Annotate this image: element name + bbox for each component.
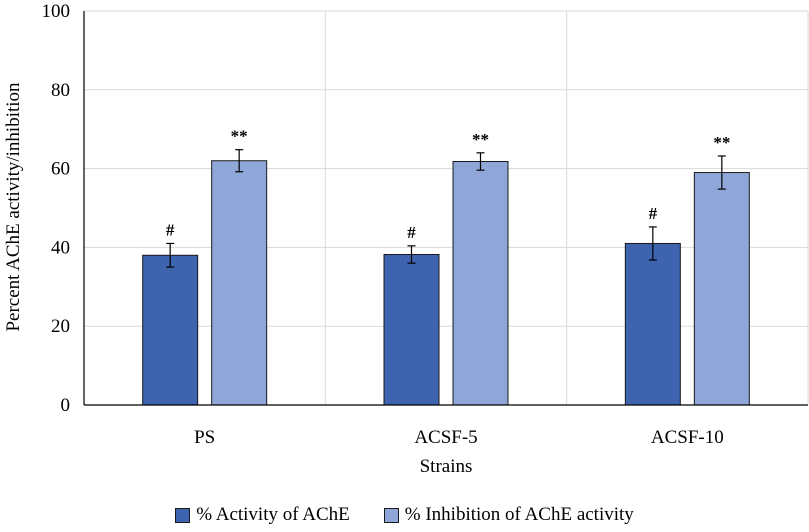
axes xyxy=(83,11,808,406)
significance-label: ** xyxy=(231,127,248,146)
y-tick-label: 40 xyxy=(51,237,70,258)
y-tick-label: 0 xyxy=(61,395,71,416)
gridlines xyxy=(84,10,809,405)
y-tick-label: 100 xyxy=(42,1,71,22)
legend-item-activity: % Activity of AChE xyxy=(175,504,350,526)
legend-label-inhibition: % Inhibition of AChE activity xyxy=(404,504,634,525)
bar-activity xyxy=(383,253,440,406)
legend-item-inhibition: % Inhibition of AChE activity xyxy=(383,504,634,526)
y-tick-label: 60 xyxy=(51,159,70,180)
legend: % Activity of AChE % Inhibition of AChE … xyxy=(0,504,809,526)
y-tick-labels: 0 20 40 60 80 100 xyxy=(42,1,71,416)
legend-label-activity: % Activity of AChE xyxy=(196,504,350,525)
x-category-label: ACSF-10 xyxy=(651,427,724,448)
x-category-label: ACSF-5 xyxy=(414,427,477,448)
bar-inhibition xyxy=(211,160,268,406)
bar-activity xyxy=(142,254,199,406)
bars xyxy=(142,160,750,406)
significance-label: # xyxy=(407,223,416,242)
significance-label: # xyxy=(649,204,658,223)
significance-label: # xyxy=(166,220,175,239)
x-category-labels: PS ACSF-5 ACSF-10 xyxy=(194,427,724,448)
bar-inhibition xyxy=(452,161,509,406)
y-tick-label: 80 xyxy=(51,80,70,101)
significance-labels: # # # ** ** ** xyxy=(166,127,730,242)
legend-swatch-inhibition xyxy=(383,507,399,523)
y-axis-title: Percent AChE activity/inhibition xyxy=(3,82,24,332)
legend-swatch-activity xyxy=(175,507,191,523)
bar-inhibition xyxy=(693,172,750,406)
bar-activity xyxy=(624,242,681,406)
significance-label: ** xyxy=(713,133,730,152)
x-category-label: PS xyxy=(194,427,215,448)
y-tick-label: 20 xyxy=(51,316,70,337)
bar-chart: # # # ** ** ** 0 20 40 60 80 100 PS ACSF-5 ACSF-10 P… xyxy=(3,1,809,477)
x-axis-title: Strains xyxy=(420,456,473,477)
significance-label: ** xyxy=(472,130,489,149)
error-bars xyxy=(166,149,726,268)
